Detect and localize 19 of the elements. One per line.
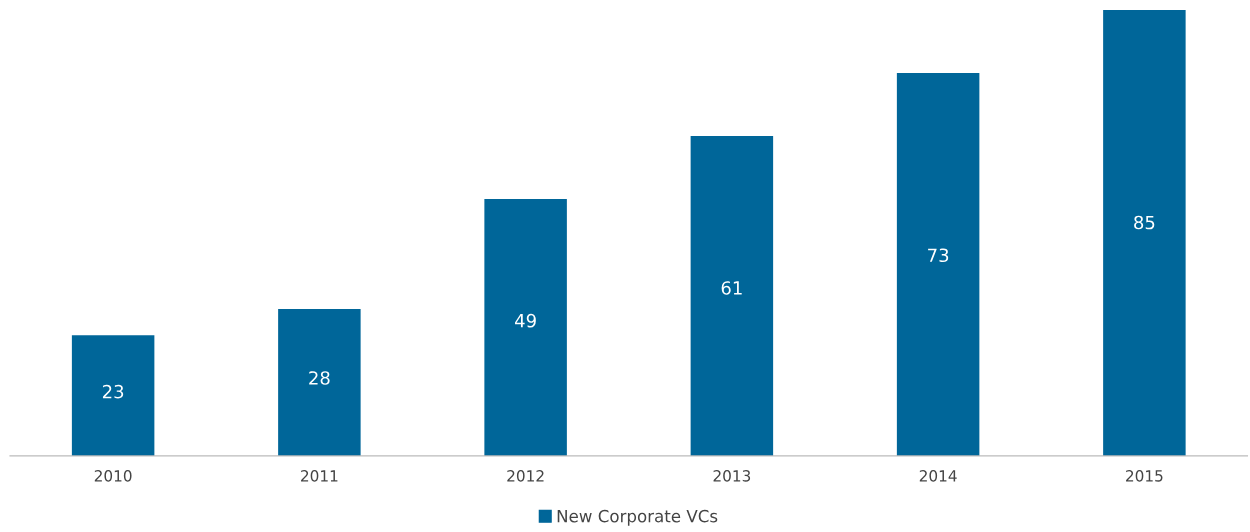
data-label: 61	[721, 281, 742, 295]
bar	[896, 73, 980, 456]
x-tick-label: 2013	[713, 470, 751, 482]
data-label: 85	[1134, 215, 1155, 230]
bar	[484, 198, 567, 456]
legend-label: New Corporate VCs	[557, 509, 718, 526]
data-label: 23	[102, 384, 124, 399]
x-tick-label: 2012	[507, 470, 544, 482]
bar	[690, 135, 774, 456]
data-label: 73	[928, 248, 949, 263]
bar	[71, 335, 155, 456]
x-tick-label: 2014	[919, 470, 957, 482]
data-label: 28	[309, 371, 330, 385]
bar	[1103, 10, 1186, 456]
bar	[278, 309, 361, 456]
x-tick-label: 2015	[1126, 470, 1163, 482]
x-tick-label: 2010	[94, 470, 132, 482]
x-tick-label: 2011	[301, 470, 338, 482]
data-label: 49	[515, 313, 536, 328]
